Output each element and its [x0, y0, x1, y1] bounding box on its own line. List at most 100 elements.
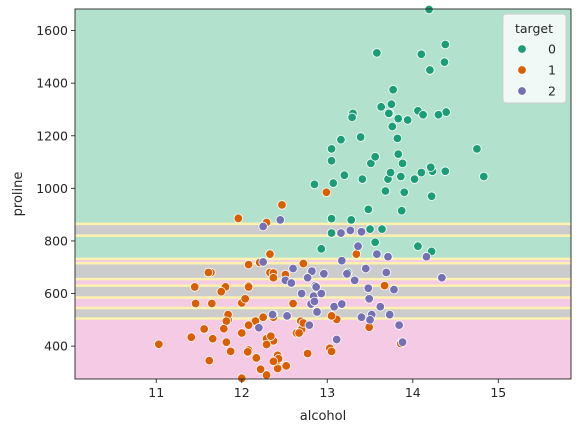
decision-region-1: [75, 258, 571, 264]
data-point-class-0: [376, 102, 386, 112]
data-point-class-0: [396, 171, 406, 182]
x-tick-label: 13: [319, 385, 335, 400]
x-axis-label: alcohol: [300, 409, 346, 424]
x-tick-label: 12: [234, 385, 250, 400]
data-point-class-0: [433, 110, 444, 120]
data-point-class-0: [363, 204, 374, 215]
data-point-class-2: [311, 282, 321, 292]
data-point-class-1: [268, 356, 279, 367]
data-point-class-1: [199, 324, 209, 334]
data-point-class-1: [294, 328, 304, 338]
data-point-class-0: [366, 158, 376, 169]
data-point-class-2: [316, 288, 326, 299]
data-point-class-1: [243, 282, 254, 292]
data-point-class-0: [387, 121, 397, 132]
data-point-class-2: [389, 284, 399, 295]
data-point-class-0: [370, 152, 380, 162]
data-point-class-0: [347, 112, 357, 123]
data-point-class-2: [365, 315, 375, 325]
legend-marker-1: [517, 65, 527, 75]
data-point-class-0: [385, 167, 396, 178]
data-point-class-1: [243, 259, 254, 270]
decision-region-1: [75, 297, 571, 308]
data-point-class-2: [363, 283, 374, 293]
data-point-class-0: [439, 57, 450, 67]
data-point-class-2: [381, 267, 391, 278]
data-point-class-2: [361, 263, 371, 274]
data-point-class-0: [357, 174, 368, 184]
data-point-class-2: [397, 337, 408, 347]
data-point-class-0: [384, 108, 394, 119]
data-point-class-0: [399, 187, 409, 197]
data-point-class-0: [355, 132, 366, 142]
data-point-class-1: [277, 200, 287, 210]
data-point-class-0: [479, 171, 489, 182]
data-point-class-1: [219, 324, 229, 334]
data-point-class-1: [326, 346, 337, 357]
data-point-class-1: [298, 258, 309, 269]
y-tick-label: 800: [44, 233, 68, 248]
data-point-class-2: [296, 288, 307, 299]
decision-region-2: [75, 223, 571, 236]
data-point-class-2: [345, 225, 356, 236]
data-point-class-1: [326, 311, 337, 321]
data-point-class-2: [336, 228, 346, 238]
x-tick-label: 15: [490, 385, 506, 400]
data-point-class-2: [329, 301, 339, 312]
data-point-class-2: [375, 301, 385, 312]
data-point-class-2: [319, 269, 329, 279]
data-point-class-0: [316, 244, 326, 254]
data-point-class-0: [409, 174, 420, 184]
data-point-class-1: [266, 331, 276, 341]
data-point-class-0: [440, 39, 450, 50]
legend-marker-0: [517, 44, 527, 54]
y-tick-label: 400: [44, 339, 68, 354]
data-point-class-2: [258, 221, 268, 232]
y-tick-label: 1600: [36, 23, 68, 38]
y-tick-label: 1200: [36, 128, 68, 143]
data-point-class-1: [258, 312, 268, 322]
decision-region-1: [75, 279, 571, 286]
data-point-class-2: [288, 263, 298, 274]
data-point-class-1: [351, 249, 362, 259]
y-tick-label: 1400: [36, 76, 68, 91]
data-point-class-2: [356, 312, 367, 322]
data-point-class-2: [307, 266, 317, 276]
data-point-class-2: [372, 249, 382, 259]
data-point-class-1: [268, 273, 279, 283]
data-point-class-0: [380, 186, 391, 196]
data-point-class-0: [426, 162, 436, 173]
data-point-class-1: [207, 334, 218, 344]
legend-box: [502, 13, 567, 104]
data-point-class-2: [304, 320, 315, 330]
data-point-class-1: [216, 286, 226, 297]
data-point-class-0: [326, 156, 337, 166]
data-point-class-0: [402, 115, 413, 125]
data-point-class-1: [225, 346, 236, 357]
data-point-class-2: [331, 334, 342, 345]
legend-label-0: 0: [548, 42, 556, 57]
data-point-class-1: [190, 298, 201, 309]
legend-title: target: [515, 21, 553, 36]
data-point-class-0: [328, 178, 338, 188]
data-point-class-1: [154, 339, 164, 349]
data-point-class-2: [309, 296, 320, 307]
data-point-class-1: [186, 332, 197, 342]
data-point-class-0: [416, 49, 427, 59]
data-point-class-1: [233, 213, 244, 224]
x-tick-label: 14: [405, 385, 421, 400]
plot-frame: [74, 8, 572, 380]
data-point-class-0: [326, 228, 337, 238]
data-point-class-0: [396, 205, 407, 216]
data-point-class-1: [237, 328, 247, 338]
data-point-class-1: [261, 339, 272, 350]
data-point-class-0: [392, 133, 403, 144]
data-point-class-0: [326, 144, 337, 154]
data-point-class-1: [243, 347, 253, 357]
data-point-class-2: [349, 275, 360, 286]
data-point-class-2: [385, 309, 395, 320]
decision-region-1: [75, 318, 571, 379]
y-axis-ticks: 400 600 800 1000 1200 1400 1600: [36, 23, 75, 354]
data-point-class-2: [356, 227, 367, 237]
